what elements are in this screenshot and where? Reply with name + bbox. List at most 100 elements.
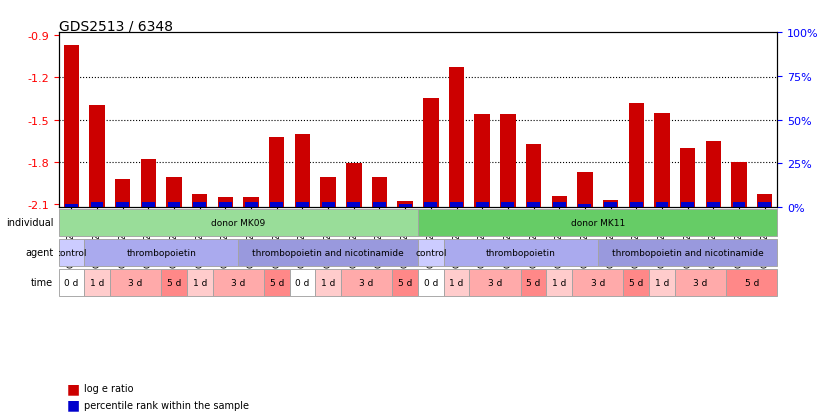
FancyBboxPatch shape bbox=[726, 269, 777, 296]
Bar bbox=[373, 202, 386, 208]
Bar bbox=[397, 202, 413, 208]
Bar bbox=[630, 202, 643, 208]
Text: 1 d: 1 d bbox=[89, 278, 104, 287]
Bar bbox=[245, 202, 257, 208]
FancyBboxPatch shape bbox=[238, 239, 418, 266]
Bar bbox=[706, 141, 721, 208]
Text: log e ratio: log e ratio bbox=[84, 383, 133, 393]
Bar bbox=[425, 202, 437, 208]
Bar bbox=[707, 202, 720, 208]
Text: 3 d: 3 d bbox=[488, 278, 502, 287]
FancyBboxPatch shape bbox=[572, 269, 624, 296]
Bar bbox=[500, 115, 516, 208]
Bar bbox=[243, 198, 259, 208]
Text: 5 d: 5 d bbox=[745, 278, 759, 287]
Bar bbox=[168, 202, 181, 208]
Bar bbox=[399, 204, 411, 208]
Bar bbox=[577, 172, 593, 208]
Bar bbox=[552, 196, 567, 208]
Text: 0 d: 0 d bbox=[64, 278, 79, 287]
Bar bbox=[270, 202, 283, 208]
Text: 3 d: 3 d bbox=[693, 278, 707, 287]
Bar bbox=[449, 68, 464, 208]
Bar bbox=[166, 178, 181, 208]
Text: thrombopoietin: thrombopoietin bbox=[486, 248, 556, 257]
Bar bbox=[219, 202, 232, 208]
Text: time: time bbox=[31, 278, 54, 287]
Bar bbox=[604, 202, 617, 208]
FancyBboxPatch shape bbox=[212, 269, 264, 296]
Text: 0 d: 0 d bbox=[424, 278, 438, 287]
Text: thrombopoietin: thrombopoietin bbox=[126, 248, 196, 257]
Text: thrombopoietin and nicotinamide: thrombopoietin and nicotinamide bbox=[612, 248, 763, 257]
Text: ■: ■ bbox=[67, 398, 80, 412]
Text: 5 d: 5 d bbox=[629, 278, 644, 287]
Bar bbox=[192, 195, 207, 208]
Text: ■: ■ bbox=[67, 381, 80, 395]
Text: 1 d: 1 d bbox=[655, 278, 669, 287]
Text: control: control bbox=[56, 248, 87, 257]
Bar bbox=[553, 202, 566, 208]
FancyBboxPatch shape bbox=[84, 269, 110, 296]
Bar bbox=[320, 178, 336, 208]
Text: 5 d: 5 d bbox=[527, 278, 541, 287]
Text: 1 d: 1 d bbox=[449, 278, 464, 287]
Bar bbox=[64, 46, 79, 208]
FancyBboxPatch shape bbox=[84, 239, 238, 266]
Bar bbox=[90, 202, 104, 208]
FancyBboxPatch shape bbox=[469, 269, 521, 296]
Bar bbox=[681, 202, 694, 208]
Bar bbox=[346, 164, 361, 208]
Text: donor MK09: donor MK09 bbox=[212, 218, 265, 227]
Bar bbox=[655, 113, 670, 208]
Text: 3 d: 3 d bbox=[359, 278, 374, 287]
FancyBboxPatch shape bbox=[418, 239, 444, 266]
Bar bbox=[680, 148, 696, 208]
FancyBboxPatch shape bbox=[598, 239, 777, 266]
Text: agent: agent bbox=[25, 247, 54, 257]
Text: control: control bbox=[415, 248, 446, 257]
Bar bbox=[193, 202, 206, 208]
Bar bbox=[295, 134, 310, 208]
FancyBboxPatch shape bbox=[59, 269, 84, 296]
FancyBboxPatch shape bbox=[547, 269, 572, 296]
FancyBboxPatch shape bbox=[675, 269, 726, 296]
Bar bbox=[269, 137, 284, 208]
Bar bbox=[116, 202, 129, 208]
FancyBboxPatch shape bbox=[418, 209, 777, 236]
Bar bbox=[296, 202, 308, 208]
FancyBboxPatch shape bbox=[392, 269, 418, 296]
FancyBboxPatch shape bbox=[444, 239, 598, 266]
FancyBboxPatch shape bbox=[341, 269, 392, 296]
Bar bbox=[655, 202, 668, 208]
Bar bbox=[732, 202, 746, 208]
Bar bbox=[476, 202, 488, 208]
FancyBboxPatch shape bbox=[59, 239, 84, 266]
Bar bbox=[322, 202, 334, 208]
Bar bbox=[423, 99, 439, 208]
Bar bbox=[65, 204, 78, 208]
Bar bbox=[579, 204, 591, 208]
Text: 3 d: 3 d bbox=[231, 278, 246, 287]
Bar bbox=[348, 202, 360, 208]
FancyBboxPatch shape bbox=[59, 209, 418, 236]
FancyBboxPatch shape bbox=[624, 269, 649, 296]
Bar bbox=[89, 106, 104, 208]
Text: 5 d: 5 d bbox=[167, 278, 181, 287]
FancyBboxPatch shape bbox=[264, 269, 289, 296]
Text: 0 d: 0 d bbox=[295, 278, 309, 287]
Bar bbox=[217, 198, 233, 208]
Bar bbox=[115, 179, 130, 208]
Bar bbox=[142, 202, 155, 208]
FancyBboxPatch shape bbox=[289, 269, 315, 296]
Text: individual: individual bbox=[6, 218, 54, 228]
Bar bbox=[528, 202, 540, 208]
FancyBboxPatch shape bbox=[315, 269, 341, 296]
FancyBboxPatch shape bbox=[161, 269, 187, 296]
FancyBboxPatch shape bbox=[187, 269, 212, 296]
Text: 5 d: 5 d bbox=[398, 278, 412, 287]
Text: GDS2513 / 6348: GDS2513 / 6348 bbox=[59, 19, 172, 33]
Bar bbox=[372, 178, 387, 208]
FancyBboxPatch shape bbox=[418, 269, 444, 296]
Bar bbox=[629, 103, 644, 208]
